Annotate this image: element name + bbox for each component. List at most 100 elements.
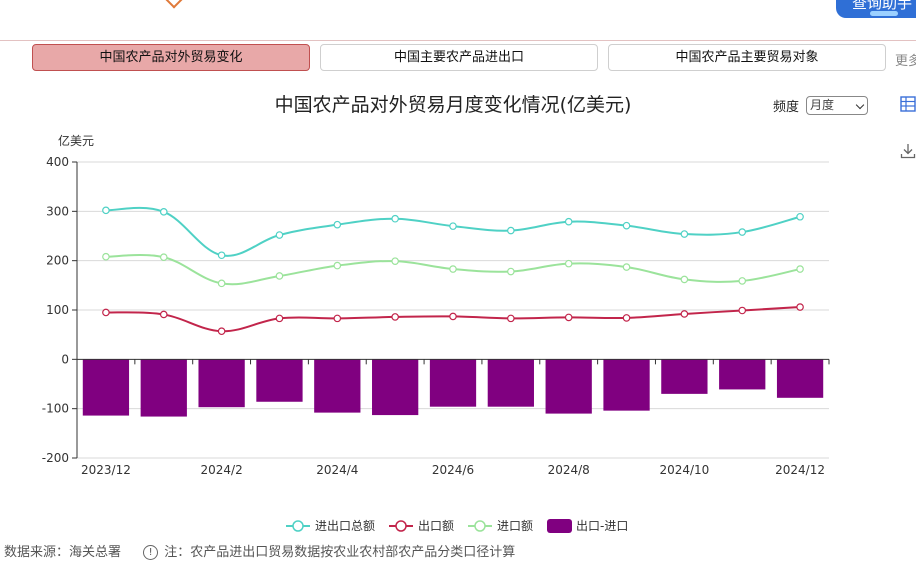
data-point <box>507 314 515 323</box>
info-icon: ! <box>143 545 159 560</box>
axes: 400 300 200 100 0 -100 -200 2023/12 2024/2 2024/4… <box>42 155 830 477</box>
legend: 进出口总额 出口额 进口额 出口-进口 <box>286 519 628 533</box>
legend-label: 进口额 <box>497 519 533 533</box>
query-assistant-button[interactable]: 查询助手 <box>836 0 916 18</box>
chart-title-wrap: 中国农产品对外贸易月度变化情况(亿美元) <box>0 90 916 117</box>
data-point <box>391 257 399 265</box>
chevron-down-icon <box>855 100 865 110</box>
data-source: 数据来源：海关总署 <box>4 545 122 560</box>
y-tick-label: 300 <box>46 204 69 218</box>
data-point <box>738 228 747 236</box>
bar <box>719 359 766 390</box>
bar <box>661 359 708 394</box>
data-point <box>680 310 689 318</box>
footer-note: 注：农产品进出口贸易数据按农业农村部农产品分类口径计算 <box>164 545 516 560</box>
tab-trade-partners[interactable]: 中国农产品主要贸易对象 <box>608 44 886 71</box>
data-point <box>507 226 515 235</box>
data-point <box>102 206 110 215</box>
x-tick-label: 2024/12 <box>775 463 825 477</box>
data-point <box>275 272 284 280</box>
data-point <box>622 314 631 322</box>
data-point <box>275 231 284 239</box>
bar <box>603 359 650 411</box>
download-icon[interactable] <box>900 143 916 159</box>
bar <box>198 359 245 408</box>
x-tick-label: 2024/6 <box>432 463 474 477</box>
data-point <box>680 230 689 238</box>
footer: 数据来源：海关总署 ! 注：农产品进出口贸易数据按农业农村部农产品分类口径计算 <box>4 541 515 560</box>
tab-bar: 中国农产品对外贸易变化 中国主要农产品进出口 中国农产品主要贸易对象 更多 <box>0 44 916 72</box>
y-tick-label: 200 <box>46 254 69 268</box>
y-tick-label: 0 <box>61 352 69 366</box>
top-bar: 查询助手 <box>0 0 916 41</box>
query-assistant-label: 查询助手 <box>852 0 913 12</box>
data-point <box>449 265 457 273</box>
legend-label: 出口-进口 <box>576 519 628 533</box>
data-point <box>622 263 631 271</box>
tab-main-products[interactable]: 中国主要农产品进出口 <box>320 44 598 71</box>
table-icon[interactable] <box>900 96 916 112</box>
legend-marker-icon <box>395 520 407 532</box>
data-point <box>738 277 747 285</box>
data-point <box>738 306 747 315</box>
bar <box>314 359 361 413</box>
y-axis-label: 亿美元 <box>58 133 94 148</box>
data-point <box>159 208 168 216</box>
x-tick-label: 2024/8 <box>548 463 590 477</box>
data-point <box>507 267 515 276</box>
data-point <box>449 312 457 321</box>
data-point <box>333 220 342 229</box>
bar <box>776 359 824 398</box>
data-point <box>159 253 168 262</box>
legend-marker-icon <box>292 520 304 532</box>
data-point <box>564 313 573 322</box>
y-tick-label: 400 <box>46 155 69 169</box>
tab-trade-change[interactable]: 中国农产品对外贸易变化 <box>32 44 310 71</box>
data-point <box>796 265 804 273</box>
data-point <box>275 314 284 323</box>
bar <box>487 359 534 407</box>
data-point <box>333 261 342 270</box>
data-point <box>564 217 573 226</box>
frequency-label: 频度 <box>773 100 800 115</box>
more-link[interactable]: 更多 <box>895 54 916 69</box>
chart-title: 中国农产品对外贸易月度变化情况(亿美元) <box>274 94 632 116</box>
legend-bar-icon <box>547 519 572 533</box>
assistant-indicator-icon <box>870 11 898 16</box>
frequency-value: 月度 <box>810 98 835 112</box>
data-point <box>796 212 804 221</box>
data-point <box>159 310 168 319</box>
bar <box>82 359 130 416</box>
data-point <box>564 259 573 268</box>
x-tick-label: 2024/10 <box>659 463 709 477</box>
data-point <box>102 252 110 261</box>
data-point <box>102 308 110 317</box>
logo-icon <box>165 0 183 9</box>
legend-marker-icon <box>474 520 486 532</box>
data-point <box>622 221 631 230</box>
data-point <box>449 222 457 230</box>
data-point <box>217 251 226 260</box>
bar <box>545 359 592 414</box>
y-tick-label: -100 <box>42 402 69 416</box>
bar <box>256 359 303 402</box>
data-point <box>333 314 342 323</box>
bar <box>429 359 477 407</box>
data-point <box>796 303 804 311</box>
bar <box>140 359 187 417</box>
y-tick-label: -200 <box>42 451 69 465</box>
data-point <box>391 313 399 321</box>
grid <box>77 161 829 459</box>
x-tick-label: 2023/12 <box>81 463 131 477</box>
trade-chart: 亿美元 400 300 200 100 0 -100 -200 2023/12 2024/2 20… <box>42 133 830 533</box>
bar <box>372 359 419 416</box>
legend-label: 进出口总额 <box>315 519 375 533</box>
frequency-select[interactable]: 月度 <box>806 96 868 115</box>
data-point <box>217 327 226 336</box>
x-tick-label: 2024/4 <box>316 463 358 477</box>
bar-series-balance <box>82 359 824 417</box>
line-series <box>102 206 804 336</box>
data-point <box>217 279 226 288</box>
legend-label: 出口额 <box>418 519 454 533</box>
x-tick-label: 2024/2 <box>201 463 243 477</box>
